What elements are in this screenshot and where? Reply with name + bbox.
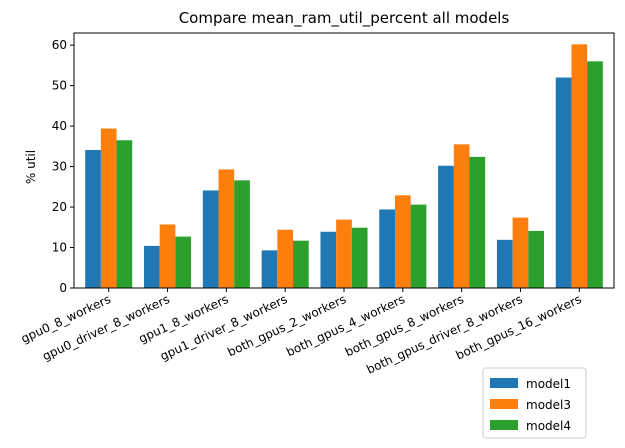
legend: model1 model3 model4 <box>482 367 587 439</box>
bar-model3 <box>394 195 411 288</box>
bar-model3 <box>571 44 588 289</box>
bars-group <box>85 44 603 289</box>
bar-model3 <box>336 219 352 288</box>
bar-model4 <box>116 140 133 288</box>
y-axis-ticks: 0 10 20 30 40 50 60 <box>52 38 74 295</box>
y-tick-label: 50 <box>52 79 67 93</box>
legend-label: model1 <box>526 377 571 391</box>
bar-model3 <box>100 128 117 288</box>
legend-label: model3 <box>526 398 571 412</box>
bar-model1 <box>379 209 395 288</box>
bar-model1 <box>555 77 572 289</box>
bar-model1 <box>496 239 513 288</box>
legend-swatch <box>490 420 518 430</box>
bar-model4 <box>293 240 309 288</box>
bar-model4 <box>528 230 544 288</box>
bar-model4 <box>234 180 250 288</box>
legend-swatch <box>490 399 518 409</box>
bar-model4 <box>175 236 192 288</box>
chart-title: Compare mean_ram_util_percent all models <box>179 9 510 28</box>
x-axis-ticks: gpu0_8_workersgpu0_driver_8_workersgpu1_… <box>19 288 584 377</box>
bar-model4 <box>469 156 486 288</box>
bar-model1 <box>320 231 337 288</box>
bar-model1 <box>85 149 101 288</box>
bar-model4 <box>351 227 368 288</box>
y-tick-label: 60 <box>52 38 67 52</box>
y-tick-label: 0 <box>59 281 67 295</box>
bar-model3 <box>277 229 294 288</box>
bar-model1 <box>438 165 454 288</box>
legend-swatch <box>490 378 518 388</box>
bar-model3 <box>159 224 176 288</box>
bar-model1 <box>261 250 278 288</box>
y-tick-label: 10 <box>52 241 67 255</box>
bar-model1 <box>202 190 219 288</box>
plot-frame <box>73 32 615 289</box>
bar-model3 <box>218 169 235 288</box>
bar-model4 <box>410 204 427 288</box>
y-axis-label: % util <box>24 150 38 184</box>
bar-model4 <box>587 61 603 289</box>
legend-label: model4 <box>526 419 571 433</box>
bar-model1 <box>144 245 160 288</box>
y-tick-label: 40 <box>52 119 67 133</box>
bar-model3 <box>453 144 470 288</box>
bar-model3 <box>512 217 529 288</box>
y-tick-label: 20 <box>52 200 67 214</box>
y-tick-label: 30 <box>52 160 67 174</box>
